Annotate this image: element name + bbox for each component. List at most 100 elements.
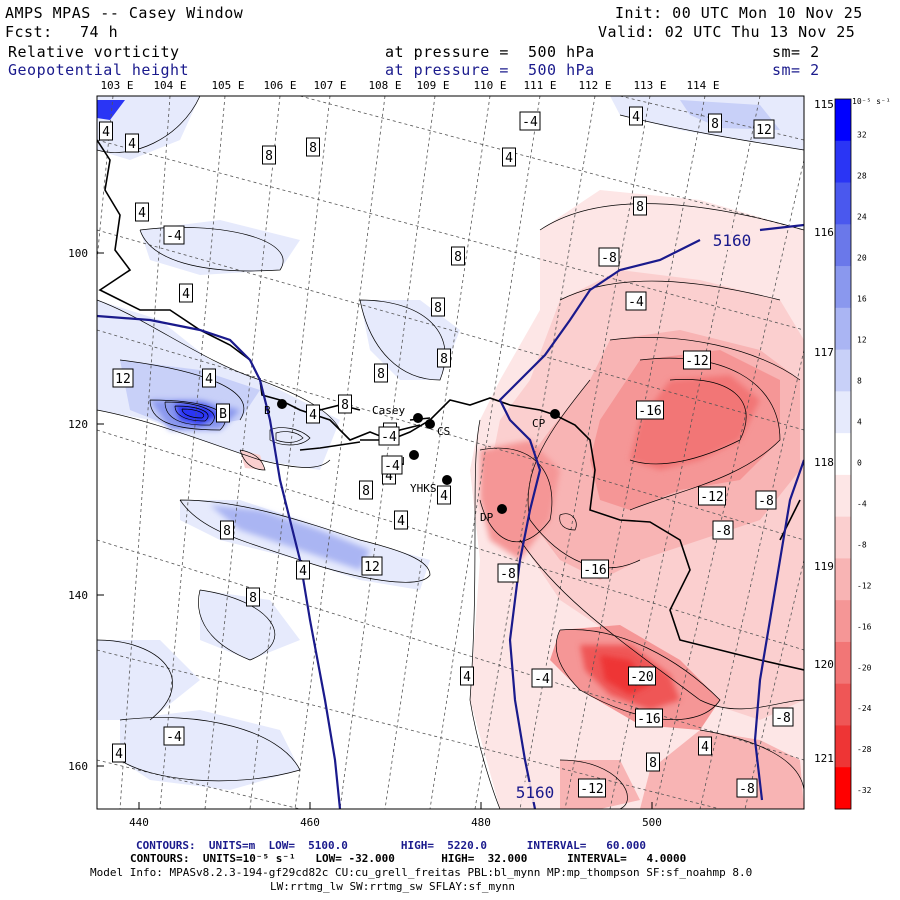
svg-text:-4: -4 — [384, 459, 400, 474]
plot-frame — [96, 95, 805, 810]
svg-text:-8: -8 — [739, 782, 755, 797]
svg-text:-16: -16 — [638, 404, 661, 419]
map-title: AMPS MPAS -- Casey Window — [5, 4, 244, 22]
vorticity-contour-label: -4 — [378, 426, 400, 446]
svg-text:12: 12 — [115, 372, 131, 387]
vorticity-contour-label: 4 — [460, 666, 474, 686]
svg-text:4: 4 — [632, 110, 640, 125]
vorticity-contour-label: 8 — [306, 137, 320, 157]
vorticity-contour-label: 8 — [708, 113, 722, 133]
station-dot-cp — [550, 409, 560, 419]
vorticity-contour-label: 12 — [112, 368, 134, 388]
y-axis-label: 160 — [68, 760, 88, 773]
svg-text:-4: -4 — [381, 430, 397, 445]
vorticity-contour-label: -12 — [578, 778, 606, 798]
vorticity-contour-label: -8 — [598, 247, 620, 267]
svg-text:8: 8 — [309, 141, 317, 156]
vorticity-contour-label: -16 — [581, 559, 609, 579]
svg-text:8: 8 — [711, 117, 719, 132]
station-markers — [277, 399, 560, 514]
svg-text:4: 4 — [385, 469, 393, 484]
svg-text:8: 8 — [649, 756, 657, 771]
svg-text:B: B — [219, 407, 227, 422]
colorbar-segment — [835, 266, 851, 309]
top-lon-label: 114 E — [686, 79, 719, 92]
vorticity-contour-label: 4 — [306, 404, 320, 424]
top-lon-label: 107 E — [313, 79, 346, 92]
top-lon-label: 106 E — [263, 79, 296, 92]
svg-text:12: 12 — [364, 560, 380, 575]
svg-text:-8: -8 — [775, 711, 791, 726]
svg-text:-16: -16 — [583, 563, 606, 578]
svg-text:-12: -12 — [685, 354, 708, 369]
svg-text:5160: 5160 — [713, 231, 752, 250]
vorticity-contour-label: -8 — [497, 563, 519, 583]
vorticity-contour-label: 4 — [179, 283, 193, 303]
height-contour-label: 5160 — [511, 782, 559, 802]
svg-text:-4: -4 — [534, 672, 550, 687]
vorticity-contour-label: -16 — [636, 400, 664, 420]
colorbar-segment — [835, 600, 851, 643]
station-dot-cs — [425, 419, 435, 429]
svg-text:-8: -8 — [601, 251, 617, 266]
station-dot-b — [277, 399, 287, 409]
colorbar-tick-label: 0 — [857, 458, 862, 467]
svg-text:-4: -4 — [628, 295, 644, 310]
svg-text:4: 4 — [309, 408, 317, 423]
colorbar-segment — [835, 99, 851, 142]
x-axis-label: 460 — [300, 816, 320, 829]
svg-text:8: 8 — [223, 524, 231, 539]
vorticity-contour-label: -20 — [628, 666, 656, 686]
colorbar-tick-label: 12 — [857, 335, 867, 344]
vorticity-contour-label: 8 — [646, 752, 660, 772]
station-dot-dp — [497, 504, 507, 514]
vorticity-contour-label: 8 — [246, 587, 260, 607]
top-lon-label: 104 E — [153, 79, 186, 92]
footer-model-info: Model Info: MPASv8.2.3-194-gf29cd82c CU:… — [90, 866, 753, 879]
svg-text:4: 4 — [102, 125, 110, 140]
vorticity-contour-label: -8 — [755, 490, 777, 510]
vorticity-contour-label: 8 — [431, 297, 445, 317]
svg-text:-4: -4 — [166, 229, 182, 244]
height-contour-label: 5160 — [708, 230, 756, 250]
vorticity-contour-label: 8 — [451, 246, 465, 266]
field1-name: Relative vorticity — [8, 43, 180, 61]
vorticity-contour-label: 4 — [99, 121, 113, 141]
svg-text:5160: 5160 — [516, 783, 555, 802]
svg-text:8: 8 — [377, 367, 385, 382]
colorbar-tick-label: -32 — [857, 786, 872, 795]
axis-labels: 103 E 104 E 105 E 106 E 107 E 108 E 109 E 110 E… — [68, 79, 847, 829]
x-axis-label: 480 — [471, 816, 491, 829]
colorbar-frame — [834, 98, 852, 810]
svg-text:4: 4 — [128, 137, 136, 152]
svg-text:8: 8 — [249, 591, 257, 606]
init-time: Init: 00 UTC Mon 10 Nov 25 — [615, 4, 863, 22]
vorticity-contour-label: -4 — [625, 291, 647, 311]
colorbar-segment — [835, 349, 851, 392]
top-lon-label: 112 E — [578, 79, 611, 92]
vorticity-contour-label: -12 — [698, 486, 726, 506]
vorticity-contour-label: 12 — [361, 556, 383, 576]
field2-smoothing: sm= 2 — [772, 61, 820, 79]
svg-text:4: 4 — [397, 514, 405, 529]
vorticity-contour-label: 8 — [437, 348, 451, 368]
svg-text:4: 4 — [299, 564, 307, 579]
colorbar-tick-label: -8 — [857, 540, 867, 549]
svg-text:12: 12 — [756, 123, 772, 138]
svg-text:4: 4 — [463, 670, 471, 685]
station-label: DP — [480, 511, 494, 524]
vorticity-contour-label: 4 — [437, 485, 451, 505]
station-dot-casey — [413, 413, 423, 423]
vorticity-contour-label: 4 — [502, 147, 516, 167]
vorticity-contour-label: -8 — [712, 520, 734, 540]
svg-text:4: 4 — [205, 372, 213, 387]
lat-lon-grid — [97, 96, 804, 809]
height-contour-labels: 5160 5160 — [511, 230, 756, 802]
colorbar-tick-label: 8 — [857, 376, 862, 385]
colorbar-segment — [835, 182, 851, 225]
svg-text:8: 8 — [341, 398, 349, 413]
svg-text:8: 8 — [636, 200, 644, 215]
svg-text:-8: -8 — [715, 524, 731, 539]
station-label: CP — [532, 417, 546, 430]
